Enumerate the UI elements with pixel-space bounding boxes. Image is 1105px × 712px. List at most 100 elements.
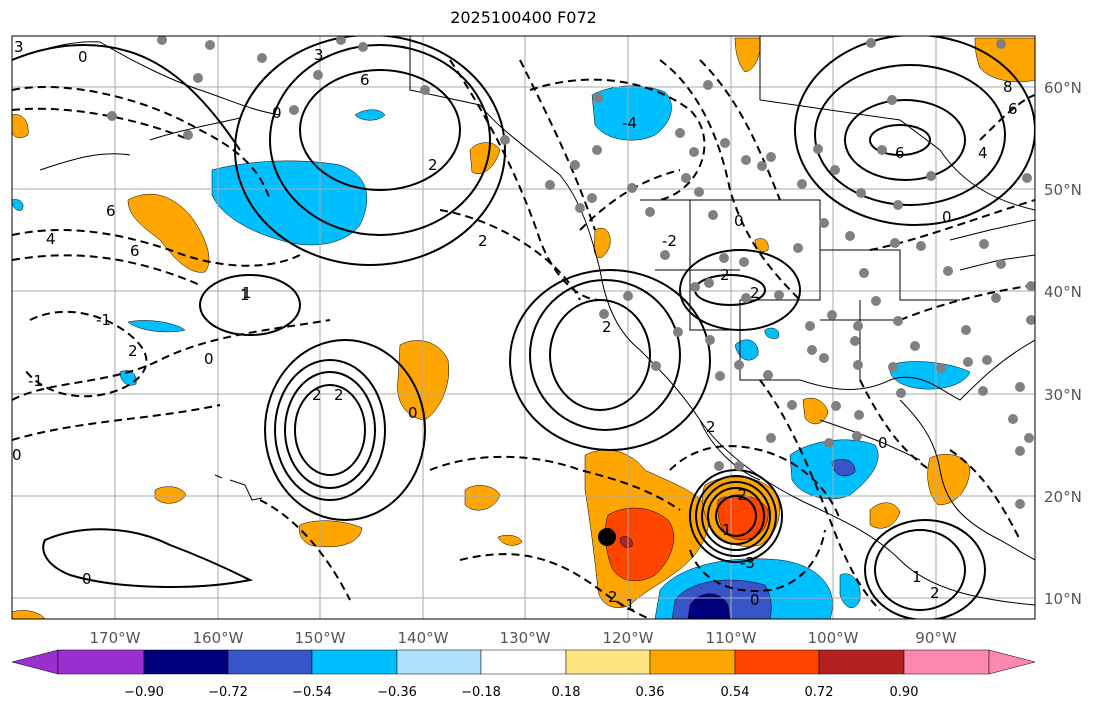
contour-label: -4 [622,114,637,132]
pos-pac-small-4 [497,534,523,546]
contour-label: 2 [478,232,488,250]
contour-label: 0 [82,570,92,588]
neg-blob-hudson [591,85,672,141]
lon-label: 130°W [500,629,551,647]
pos-mexico-darkred [619,536,633,548]
colorbar-swatch [57,649,145,675]
colorbar-tick-label: −0.90 [124,685,164,700]
colorbar-tick-label: 0.90 [890,685,919,700]
contour-label: 2 [930,584,940,602]
coastlines [12,36,1035,606]
colorbar-swatch [311,649,398,675]
neg-mexico-core [831,459,856,477]
colorbar-swatch [903,649,990,675]
neg-sw-small2 [764,327,780,339]
contour-label: 6 [360,71,370,89]
latitude-labels: 60°N 50°N 40°N 30°N 20°N 10°N [1044,79,1082,608]
contour-label: 4 [978,144,988,162]
colorbar-high-extend [988,649,1036,675]
colorbar-tick-label: 0.72 [805,685,834,700]
contour-label: 4 [46,230,56,248]
contour-label: 3 [14,38,24,56]
lon-label: 90°W [915,629,957,647]
contour-label: 8 [1003,78,1013,96]
contour-label: 0 [78,48,88,66]
lon-label: 140°W [398,629,449,647]
contour-label: -1 [28,372,43,390]
pos-bottom-left [12,610,46,619]
contour-label: 1 [242,284,252,302]
contour-label: 0 [408,404,418,422]
colorbar-swatch [649,649,736,675]
contour-label: 0 [12,446,22,464]
map-border [11,35,1036,620]
gridlines [12,36,1035,619]
pos-ne-corner [974,37,1035,83]
contour-label: 0 [750,591,760,609]
contour-label: 0 [734,212,744,230]
neg-pacific-south-core [687,593,731,619]
colorbar-swatch [396,649,482,675]
contours-dashed [12,59,1035,619]
colorbar-tick-label: −0.72 [208,685,248,700]
contour-label: 6 [130,242,140,260]
contour-label: -2 [732,486,747,504]
pos-yukon [469,142,501,174]
lon-label: 100°W [808,629,859,647]
contour-label: 6 [1008,100,1018,118]
colorbar-swatch [227,649,313,675]
station-dots [107,36,1035,509]
map-title: 2025100400 F072 [450,8,597,27]
contour-label: 3 [314,46,324,64]
contour-label: 2 [720,266,730,284]
contour-label: 2 [602,318,612,336]
colorbar-tick-label: −0.54 [292,685,332,700]
colorbar-tick-label: −0.36 [377,685,417,700]
pos-left-edge [12,114,29,138]
contour-label: 0 [942,208,952,226]
contour-label: 2 [128,342,138,360]
colorbar-tick-label: 0.18 [552,685,581,700]
contour-label: 2 [750,284,760,302]
lat-label: 40°N [1044,283,1082,301]
colorbar-swatch [818,649,905,675]
neg-se-cuba [839,573,861,608]
pos-pac-small-3 [464,485,501,511]
colorbar-swatch [565,649,651,675]
contour-label: 1 [912,568,922,586]
map-area [12,36,1035,619]
contour-label: 2 [706,418,716,436]
contour-label: 2 [334,386,344,404]
contour-label: 2 [428,156,438,174]
pos-texas [802,397,829,425]
colorbar-swatch [734,649,820,675]
lat-label: 10°N [1044,590,1082,608]
contour-label: -2 [662,232,677,250]
contour-label: 1 [240,286,250,304]
lon-label: 170°W [90,629,141,647]
neg-small-2 [127,320,186,333]
pos-pac-small-2 [299,520,363,548]
contours-solid [12,36,1035,619]
contour-label: 6 [106,202,116,220]
contour-label: -1 [96,311,111,329]
contour-label: 0 [204,350,214,368]
contour-label: -1 [620,596,635,614]
contour-label: -3 [740,554,755,572]
contour-label: 6 [895,144,905,162]
colorbar [11,649,1036,675]
colorbar-swatch [143,649,229,675]
neg-gulf [889,361,971,390]
colorbar-tick-label: 0.36 [636,685,665,700]
pos-mexico-red [604,507,674,582]
colorbar-ticks: −0.90 −0.72 −0.54 −0.36 −0.18 0.18 0.36 … [124,685,918,700]
lat-label: 50°N [1044,181,1082,199]
contour-label: 1 [722,521,732,539]
contour-label: 2 [312,386,322,404]
colorbar-low-extend [11,649,59,675]
contour-label: 2 [608,588,618,606]
colorbar-tick-label: −0.18 [461,685,501,700]
pos-carib [869,502,901,529]
lon-label: 120°W [603,629,654,647]
